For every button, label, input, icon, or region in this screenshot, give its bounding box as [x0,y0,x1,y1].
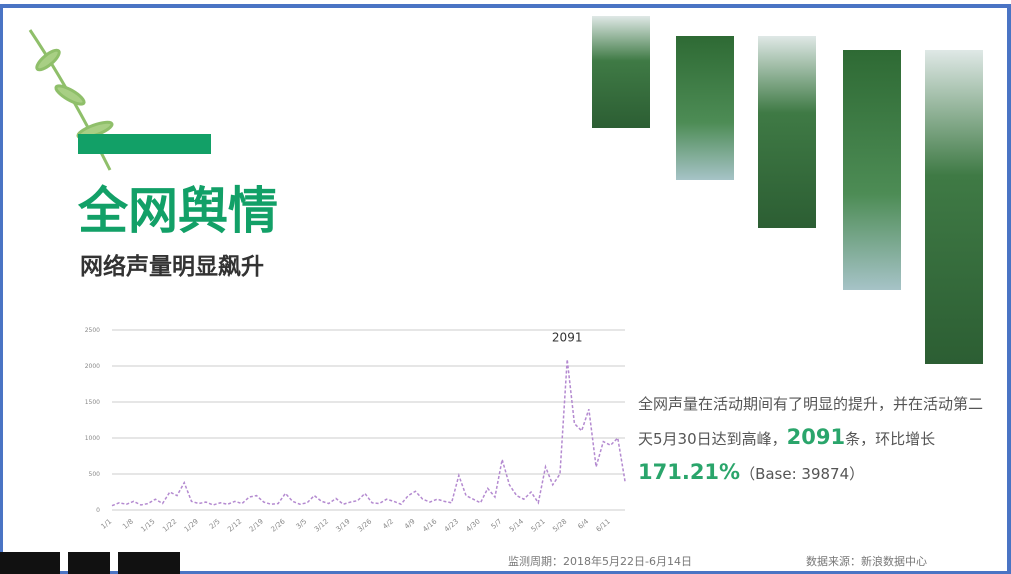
subtitle: 网络声量明显飙升 [80,253,264,280]
y-tick-label: 1000 [85,435,100,442]
x-tick-label: 1/15 [139,517,156,533]
y-tick-label: 2500 [85,327,100,334]
y-tick-label: 0 [96,507,100,514]
peak-value: 2091 [786,425,846,449]
x-tick-label: 3/19 [335,517,352,533]
photo [592,16,650,128]
x-tick-label: 3/12 [313,517,330,533]
x-tick-label: 5/7 [490,517,504,530]
growth-value: 171.21% [638,460,741,484]
description-text: 全网声量在活动期间有了明显的提升，并在活动第二天5月30日达到高峰， [638,395,984,448]
x-tick-label: 5/14 [508,517,526,534]
photo [676,36,734,180]
frame [0,4,1011,574]
x-tick-label: 1/29 [183,517,200,533]
footer-period: 监测周期：2018年5月22日-6月14日 [508,554,692,568]
artifact [0,552,60,574]
x-tick-label: 4/23 [443,517,460,533]
x-tick-label: 2/5 [208,517,222,530]
photo [843,50,901,290]
title: 全网舆情 [77,182,278,240]
description: 全网声量在活动期间有了明显的提升，并在活动第二天5月30日达到高峰，2091条，… [638,388,988,491]
title-bar [78,134,211,154]
x-tick-label: 4/9 [403,517,417,530]
x-tick-label: 5/28 [551,517,568,533]
peak-annotation: 2091 [552,330,583,344]
footer-source: 数据来源：新浪数据中心 [806,554,927,568]
y-tick-label: 500 [89,471,101,478]
x-tick-label: 1/1 [100,517,114,530]
x-tick-label: 5/21 [530,517,547,533]
y-tick-label: 2000 [85,363,100,370]
x-tick-label: 1/8 [121,517,135,530]
description-text: （Base: 39874） [740,465,865,483]
x-tick-label: 2/12 [226,517,243,533]
x-tick-label: 6/4 [576,517,590,531]
x-tick-label: 4/30 [465,517,482,533]
description-text: 条，环比增长 [845,430,936,448]
x-tick-label: 6/11 [595,517,612,533]
x-tick-label: 2/19 [248,517,265,533]
x-tick-label: 4/2 [381,517,395,530]
x-tick-label: 1/22 [161,517,178,533]
x-tick-label: 3/5 [295,517,309,530]
y-tick-label: 1500 [85,399,100,406]
line [111,359,626,507]
x-tick-label: 3/26 [356,517,374,534]
x-tick-label: 2/26 [269,517,287,534]
photo [925,50,983,364]
artifact [118,552,180,574]
x-tick-label: 4/16 [421,517,439,534]
artifact [68,552,110,574]
chart: 0 500 1000 1500 2000 2500 1/1 1/8 1/15 1/22 1/29 2/… [85,327,626,534]
photo [758,36,816,228]
